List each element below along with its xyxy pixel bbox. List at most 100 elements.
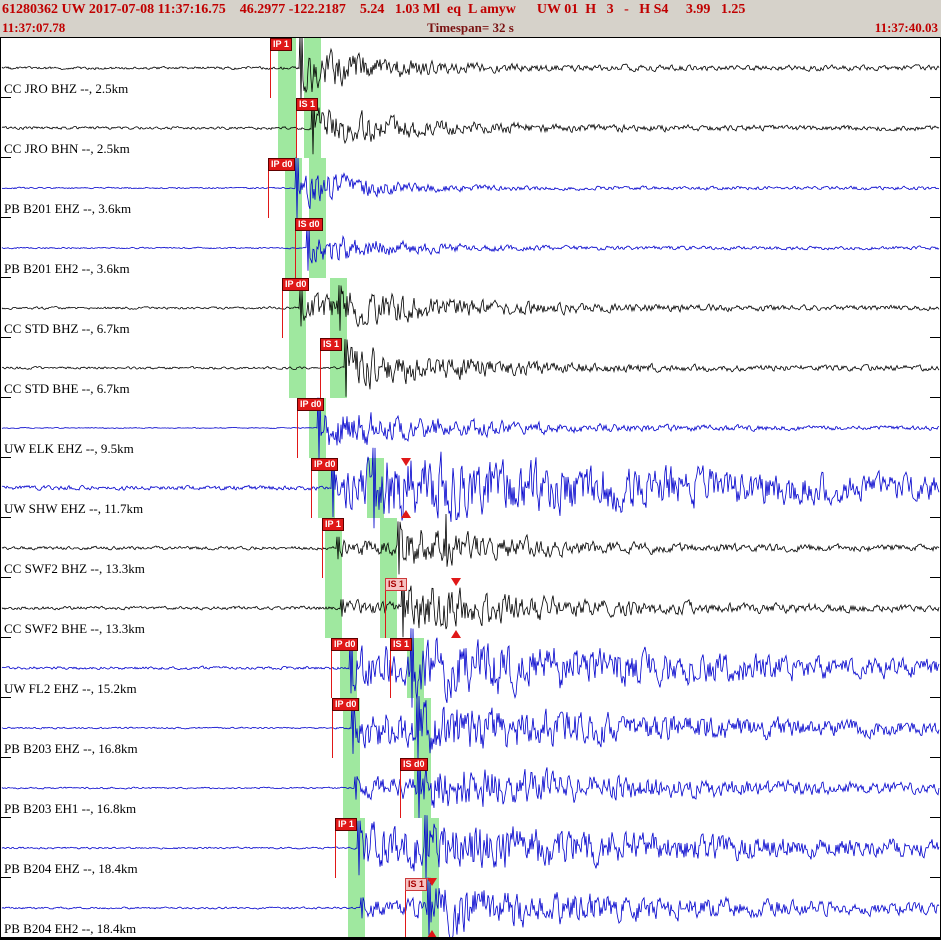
trace-row-pb-b203-eh1[interactable]: IS d0 PB B203 EH1 --, 16.8km: [1, 757, 940, 819]
trace-baseline-tick: [930, 157, 940, 158]
waveform-svg: [1, 513, 940, 575]
trace-baseline-tick: [930, 637, 940, 638]
waveform-svg: [1, 628, 940, 708]
phase-pick-flag[interactable]: IP d0: [282, 278, 310, 291]
trace-baseline-tick: [1, 517, 11, 518]
amplitude-pick-triangle-icon: [401, 510, 411, 518]
phase-pick-line: [385, 578, 386, 638]
phase-pick-line: [282, 278, 283, 338]
trace-baseline-tick: [1, 97, 11, 98]
trace-row-cc-std-bhe[interactable]: IS 1 CC STD BHE --, 6.7km: [1, 338, 940, 398]
phase-pick-flag[interactable]: IP 1: [322, 518, 344, 531]
trace-row-cc-std-bhz[interactable]: IP d0 CC STD BHZ --, 6.7km: [1, 278, 940, 338]
trace-baseline-tick: [1, 337, 11, 338]
trace-row-pb-b201-eh2[interactable]: IS d0 PB B201 EH2 --, 3.6km: [1, 218, 940, 278]
waveform-svg: [1, 814, 940, 881]
amplitude-pick-triangle-icon: [401, 458, 411, 466]
trace-baseline-tick: [930, 577, 940, 578]
trace-baseline-tick: [1, 697, 11, 698]
phase-pick-flag[interactable]: IP 1: [335, 818, 357, 831]
trace-row-pb-b203-ehz[interactable]: IP d0 PB B203 EHZ --, 16.8km: [1, 695, 940, 761]
phase-pick-line: [320, 338, 321, 398]
phase-pick-line: [331, 638, 332, 698]
trace-row-pb-b204-ehz[interactable]: IP 1 PB B204 EHZ --, 18.4km: [1, 814, 940, 881]
phase-pick-flag[interactable]: IS 1: [390, 638, 413, 651]
station-label: UW ELK EHZ --, 9.5km: [4, 441, 134, 456]
trace-row-pb-b204-eh2[interactable]: IS 1 PB B204 EH2 --, 18.4km: [1, 877, 940, 938]
phase-pick-flag[interactable]: IS d0: [400, 758, 428, 771]
phase-pick-line: [295, 218, 296, 278]
waveform-svg: [1, 285, 940, 331]
waveform-trace: [1, 397, 940, 459]
trace-row-uw-fl2-ehz[interactable]: IP d0 IS 1 UW FL2 EHZ --, 15.2km: [1, 628, 940, 708]
trace-row-cc-swf2-bhe[interactable]: IS 1 CC SWF2 BHE --, 13.3km: [1, 578, 940, 638]
trace-baseline-tick: [930, 877, 940, 878]
trace-baseline-tick: [1, 577, 11, 578]
trace-row-cc-swf2-bhz[interactable]: IP 1 CC SWF2 BHZ --, 13.3km: [1, 513, 940, 578]
window-end-time: 11:37:40.03: [874, 20, 938, 35]
phase-pick-flag[interactable]: IP d0: [297, 398, 325, 411]
amplitude-pick-triangle-icon: [427, 878, 437, 886]
phase-pick-flag[interactable]: IP d0: [268, 158, 296, 171]
station-label: CC STD BHE --, 6.7km: [4, 381, 130, 396]
trace-baseline-tick: [1, 157, 11, 158]
waveform-svg: [1, 757, 940, 819]
trace-baseline-tick: [1, 397, 11, 398]
waveform-trace: [1, 695, 940, 761]
trace-row-uw-shw-ehz[interactable]: IP d0 UW SHW EHZ --, 11.7km: [1, 447, 940, 529]
trace-row-pb-b201-ehz[interactable]: IP d0 PB B201 EHZ --, 3.6km: [1, 157, 940, 219]
phase-pick-flag[interactable]: IP d0: [331, 638, 359, 651]
phase-pick-line: [297, 398, 298, 458]
phase-pick-flag[interactable]: IS 1: [320, 338, 343, 351]
trace-row-cc-jro-bhn[interactable]: IS 1 CC JRO BHN --, 2.5km: [1, 98, 940, 158]
waveform-svg: [1, 877, 940, 937]
waveform-plot[interactable]: IP 1 CC JRO BHZ --, 2.5km IS 1 CC JRO BHN -…: [0, 37, 941, 940]
phase-pick-line: [332, 698, 333, 758]
phase-pick-flag[interactable]: IP d0: [332, 698, 360, 711]
waveform-trace: [1, 877, 940, 937]
station-label: PB B203 EH1 --, 16.8km: [4, 801, 137, 816]
phase-pick-flag[interactable]: IP 1: [270, 38, 292, 51]
waveform-trace: [1, 157, 940, 219]
phase-window-band: [325, 518, 342, 578]
phase-pick-flag[interactable]: IS d0: [295, 218, 323, 231]
trace-baseline-tick: [1, 937, 11, 938]
trace-baseline-tick: [930, 277, 940, 278]
trace-baseline-tick: [1, 817, 11, 818]
phase-window-band: [325, 578, 342, 638]
phase-pick-line: [270, 38, 271, 98]
waveform-trace: [1, 224, 940, 271]
phase-pick-line: [335, 818, 336, 878]
phase-pick-flag[interactable]: IS 1: [296, 98, 319, 111]
amplitude-pick-triangle-icon: [427, 930, 437, 937]
phase-pick-line: [311, 458, 312, 518]
trace-row-uw-elk-ehz[interactable]: IP d0 UW ELK EHZ --, 9.5km: [1, 397, 940, 459]
phase-pick-flag[interactable]: IP d0: [311, 458, 339, 471]
trace-baseline-tick: [1, 757, 11, 758]
station-label: CC JRO BHZ --, 2.5km: [4, 81, 129, 96]
waveform-svg: [1, 695, 940, 761]
trace-baseline-tick: [930, 97, 940, 98]
trace-baseline-tick: [930, 697, 940, 698]
station-label: PB B201 EHZ --, 3.6km: [4, 201, 132, 216]
event-header: 61280362 UW 2017-07-08 11:37:16.75 46.29…: [0, 0, 941, 19]
trace-baseline-tick: [1, 457, 11, 458]
waveform-trace: [1, 628, 940, 708]
waveform-trace: [1, 757, 940, 819]
phase-window-band: [318, 458, 335, 518]
waveform-trace: [1, 339, 940, 397]
station-label: CC STD BHZ --, 6.7km: [4, 321, 130, 336]
time-header: 11:37:07.78 Timespan= 32 s 11:37:40.03: [0, 19, 941, 37]
phase-pick-flag[interactable]: IS 1: [385, 578, 408, 591]
phase-pick-line: [390, 638, 391, 698]
station-label: CC JRO BHN --, 2.5km: [4, 141, 130, 156]
trace-row-cc-jro-bhz[interactable]: IP 1 CC JRO BHZ --, 2.5km: [1, 38, 940, 102]
phase-window-band: [309, 158, 326, 218]
trace-baseline-tick: [1, 277, 11, 278]
phase-pick-flag[interactable]: IS 1: [405, 878, 428, 891]
trace-baseline-tick: [930, 937, 940, 938]
window-start-time: 11:37:07.78: [2, 20, 66, 35]
station-label: UW SHW EHZ --, 11.7km: [4, 501, 144, 516]
phase-pick-line: [268, 158, 269, 218]
